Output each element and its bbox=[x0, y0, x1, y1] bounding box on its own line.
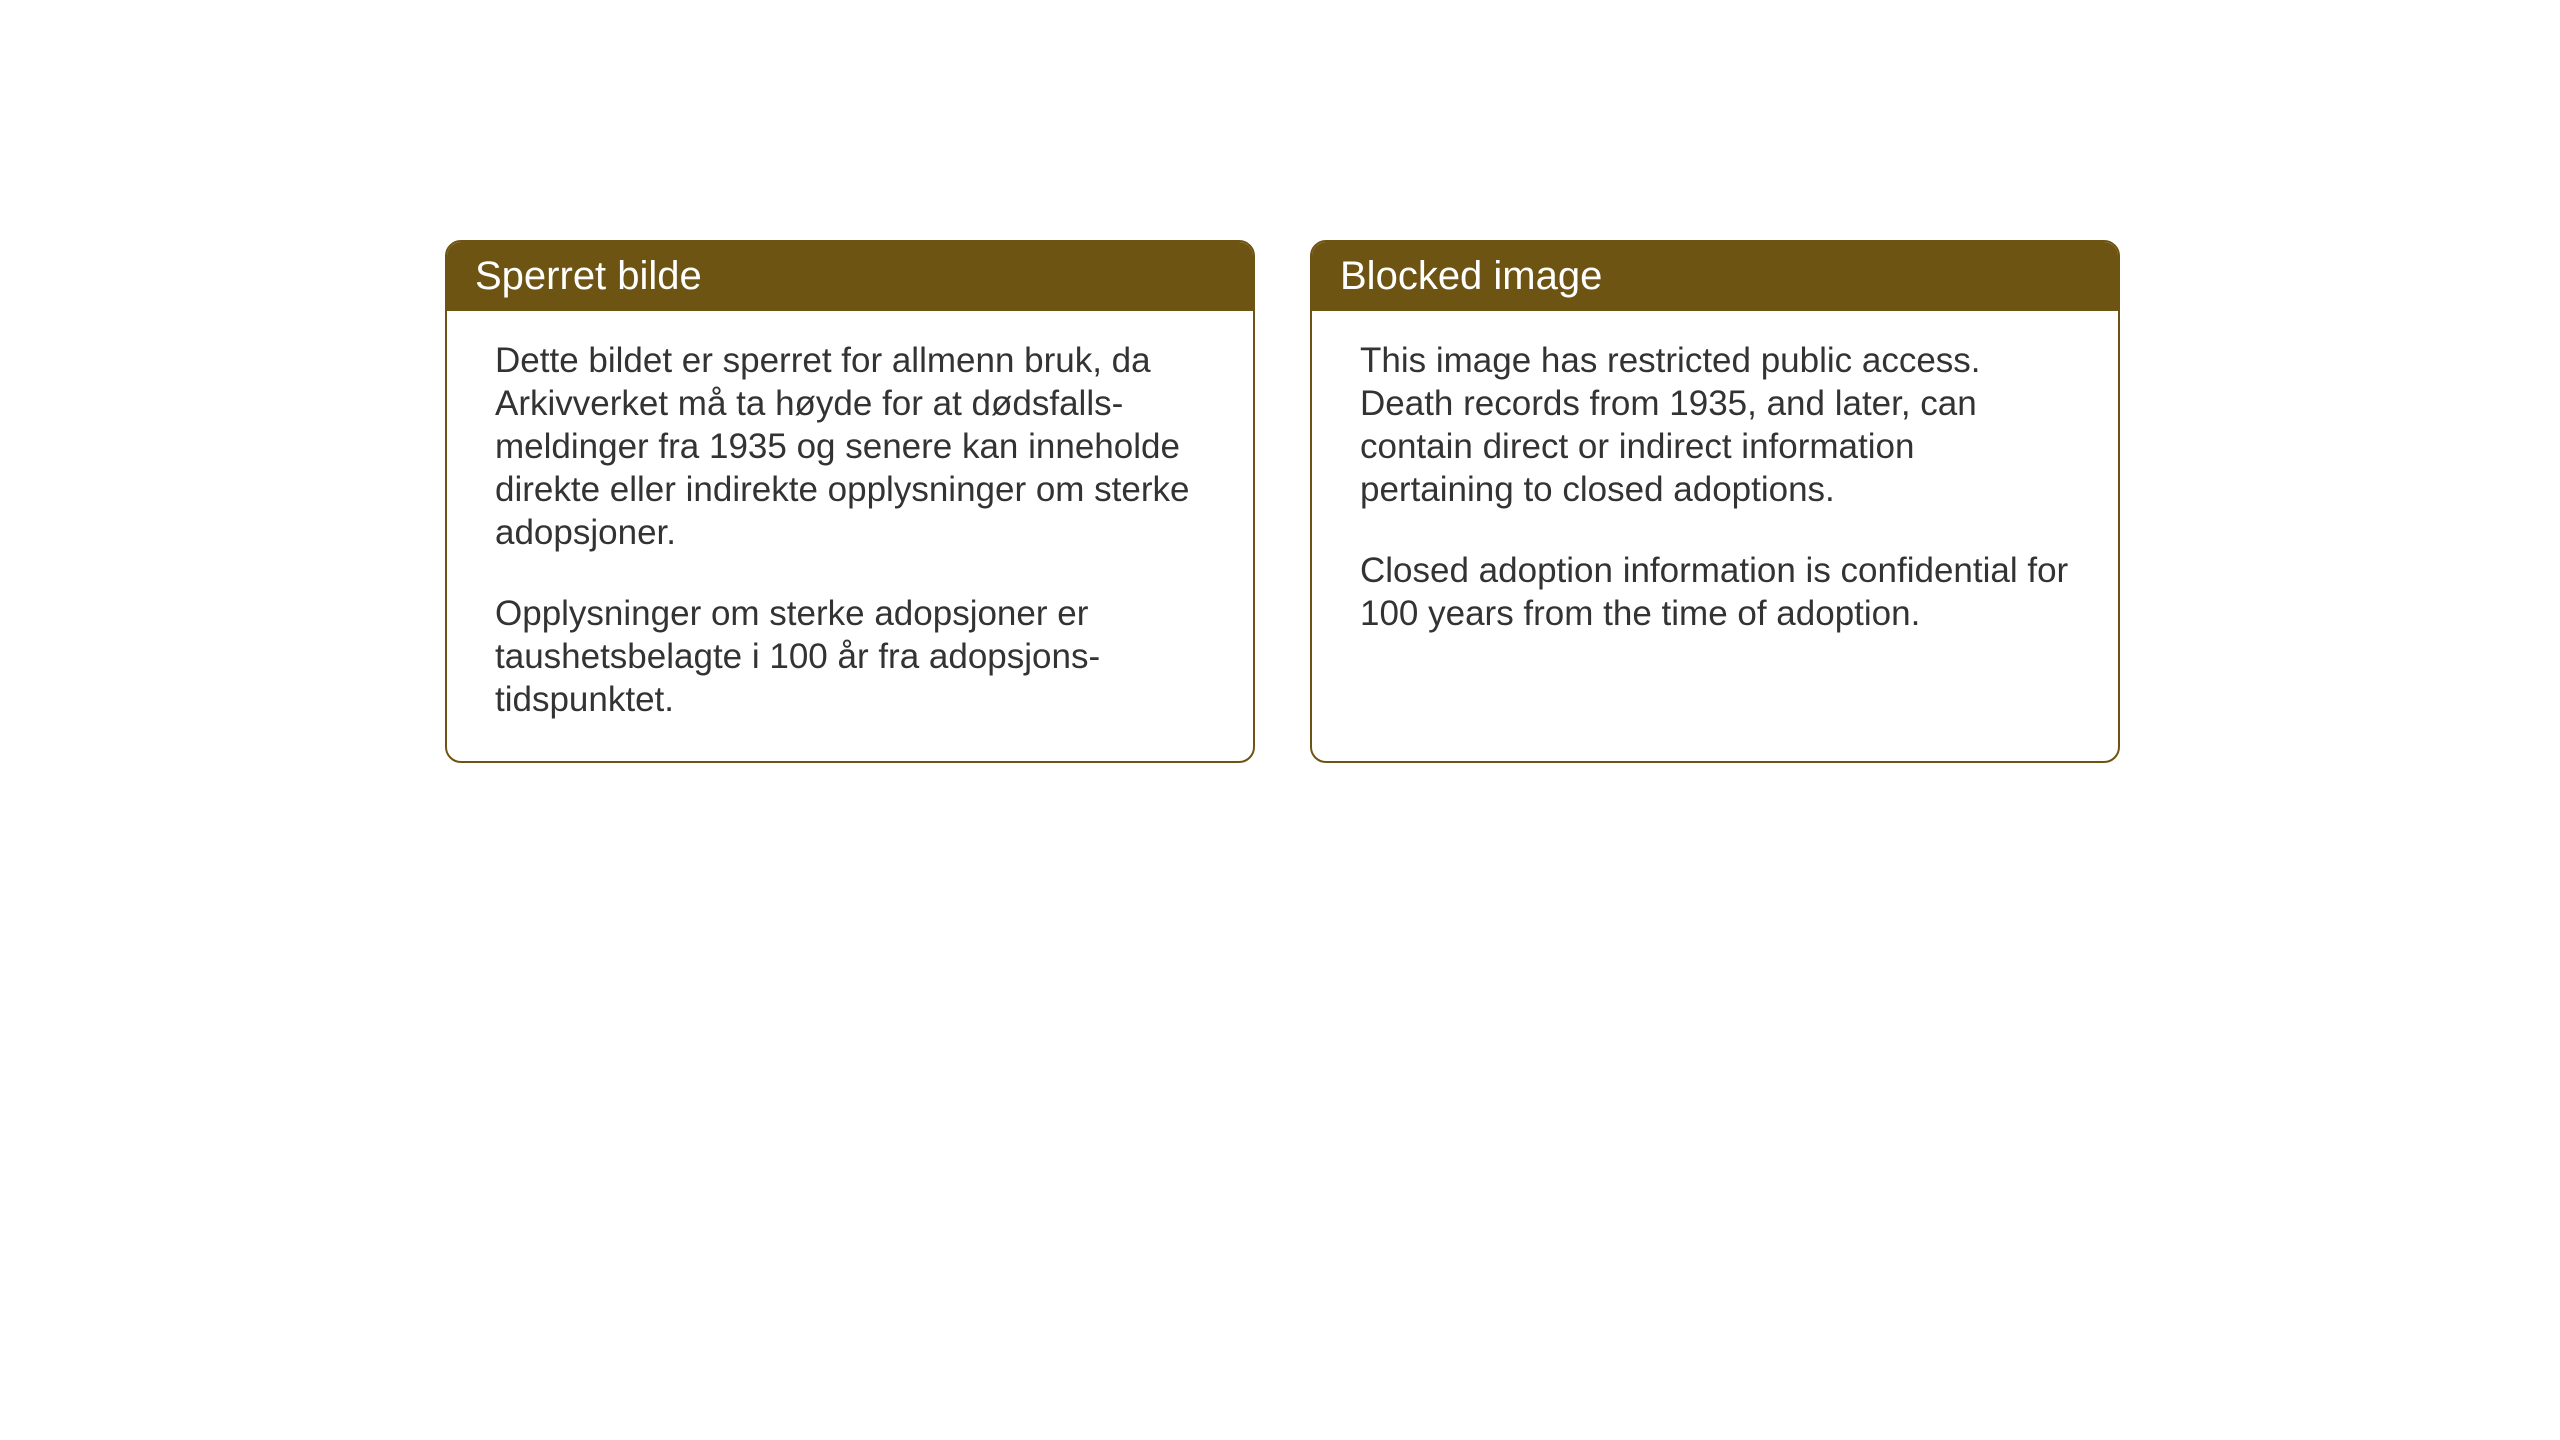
english-notice-card: Blocked image This image has restricted … bbox=[1310, 240, 2120, 763]
english-card-header: Blocked image bbox=[1312, 242, 2118, 311]
norwegian-card-header: Sperret bilde bbox=[447, 242, 1253, 311]
english-card-title: Blocked image bbox=[1340, 254, 1602, 298]
english-card-body: This image has restricted public access.… bbox=[1312, 311, 2118, 675]
norwegian-card-body: Dette bildet er sperret for allmenn bruk… bbox=[447, 311, 1253, 761]
notice-cards-container: Sperret bilde Dette bildet er sperret fo… bbox=[445, 240, 2120, 763]
norwegian-notice-card: Sperret bilde Dette bildet er sperret fo… bbox=[445, 240, 1255, 763]
norwegian-card-title: Sperret bilde bbox=[475, 254, 702, 298]
english-paragraph-1: This image has restricted public access.… bbox=[1360, 339, 2070, 511]
norwegian-paragraph-1: Dette bildet er sperret for allmenn bruk… bbox=[495, 339, 1205, 554]
english-paragraph-2: Closed adoption information is confident… bbox=[1360, 549, 2070, 635]
norwegian-paragraph-2: Opplysninger om sterke adopsjoner er tau… bbox=[495, 592, 1205, 721]
